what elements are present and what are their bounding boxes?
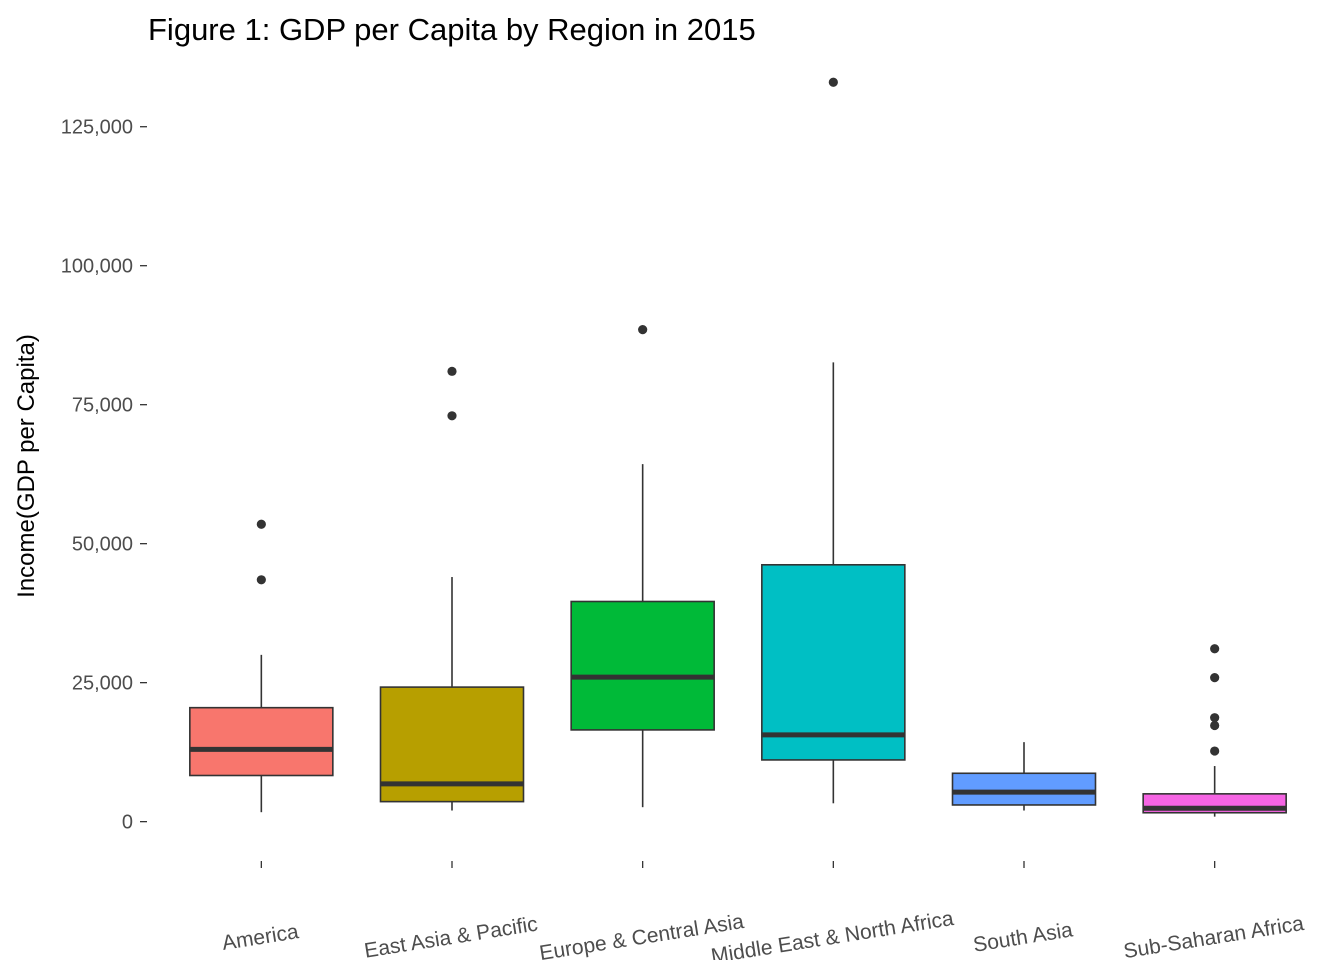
outlier-point (828, 77, 838, 87)
outlier-point (638, 325, 648, 335)
outlier-point (256, 519, 266, 529)
y-tick-label: 0 (122, 812, 133, 834)
box-iqr (189, 706, 334, 777)
y-tick-label: 125,000 (61, 117, 133, 139)
box-iqr (570, 600, 715, 731)
box-iqr (761, 563, 906, 761)
outlier-point (1210, 644, 1220, 654)
outlier-point (1210, 673, 1220, 683)
outlier-point (1210, 746, 1220, 756)
outlier-point (447, 411, 457, 421)
outlier-point (447, 366, 457, 376)
box-group (1142, 644, 1287, 817)
outlier-point (1210, 720, 1220, 731)
outlier-point (256, 575, 266, 585)
x-tick-label: Sub-Saharan Africa (1122, 912, 1306, 960)
y-axis-label: Income(GDP per Capita) (13, 334, 40, 598)
y-tick-label: 100,000 (61, 256, 133, 278)
x-tick-label: South Asia (972, 918, 1075, 956)
y-tick-label: 25,000 (72, 673, 133, 695)
chart-title: Figure 1: GDP per Capita by Region in 20… (148, 12, 756, 47)
y-axis: 0 25,000 50,000 75,000 100,000 125,000 (61, 117, 147, 834)
y-tick-label: 75,000 (72, 395, 133, 417)
box-group (761, 77, 906, 804)
y-tick-label: 50,000 (72, 534, 133, 556)
x-tick-label: East Asia & Pacific (363, 913, 540, 960)
x-tick-label: America (220, 920, 300, 955)
box-iqr (951, 772, 1097, 806)
x-tick-label: Middle East & North Africa (709, 907, 955, 960)
box-group (570, 325, 715, 808)
outlier-point (1210, 713, 1220, 723)
box-group (379, 366, 525, 811)
boxes-layer (189, 77, 1287, 817)
box-group (951, 742, 1097, 811)
box-group (189, 519, 334, 813)
